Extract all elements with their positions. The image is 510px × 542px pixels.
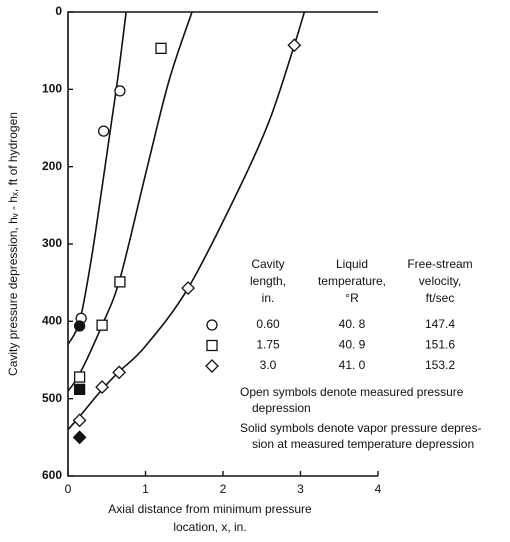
fit-curve xyxy=(67,11,306,431)
square-marker xyxy=(73,371,86,383)
legend-temperature: 40. 8 xyxy=(339,317,366,331)
annotation: Solid symbols denote vapor pressure depr… xyxy=(240,421,481,435)
circle-marker xyxy=(73,320,86,332)
y-tick-label: 600 xyxy=(42,468,62,482)
legend-velocity: 147.4 xyxy=(425,317,455,331)
legend-header: length, xyxy=(250,274,286,288)
annotation: Open symbols denote measured pressure xyxy=(240,385,464,399)
y-tick-label: 0 xyxy=(55,4,62,18)
square-marker xyxy=(155,42,167,54)
legend-velocity: 153.2 xyxy=(425,358,455,372)
x-tick-label: 3 xyxy=(297,482,304,496)
square-marker xyxy=(114,276,126,288)
x-tick-label: 0 xyxy=(65,482,72,496)
y-tick-label: 400 xyxy=(42,314,62,328)
legend-header: Free-stream xyxy=(407,257,472,271)
legend-header: °R xyxy=(345,291,359,305)
x-axis-label: Axial distance from minimum pressure xyxy=(108,502,312,516)
diamond-marker xyxy=(95,380,110,394)
legend-velocity: 151.6 xyxy=(425,338,455,352)
x-tick-label: 4 xyxy=(375,482,382,496)
legend-temperature: 41. 0 xyxy=(339,358,366,372)
y-tick-label: 200 xyxy=(42,159,62,173)
x-tick-label: 1 xyxy=(142,482,149,496)
axis-frame xyxy=(67,11,378,477)
circle-marker xyxy=(206,319,218,331)
legend-header: ft/sec xyxy=(426,291,455,305)
diamond-marker xyxy=(112,365,127,380)
legend-length: 3.0 xyxy=(260,358,277,372)
annotation: depression xyxy=(252,401,311,415)
square-marker xyxy=(96,319,108,331)
legend-length: 1.75 xyxy=(256,338,280,352)
diamond-marker xyxy=(72,430,87,445)
fit-curve xyxy=(67,11,193,392)
diamond-marker xyxy=(72,413,87,428)
y-axis-label: Cavity pressure depression, hᵥ - hₓ, ft … xyxy=(6,112,20,376)
square-marker xyxy=(206,339,218,352)
diamond-marker xyxy=(205,359,219,373)
y-tick-label: 100 xyxy=(42,82,62,96)
annotation: sion at measured temperature depression xyxy=(252,437,474,451)
circle-marker xyxy=(114,85,126,97)
legend-header: Cavity xyxy=(251,257,284,271)
fit-curve xyxy=(67,11,127,345)
legend-header: velocity, xyxy=(419,274,461,288)
legend-header: Liquid xyxy=(336,257,368,271)
legend-length: 0.60 xyxy=(256,317,280,331)
y-tick-label: 500 xyxy=(42,391,62,405)
legend-header: in. xyxy=(262,291,275,305)
legend-temperature: 40. 9 xyxy=(339,338,366,352)
x-tick-label: 2 xyxy=(220,482,227,496)
x-axis-label: location, x, in. xyxy=(173,520,246,534)
y-tick-label: 300 xyxy=(42,236,62,250)
diamond-marker xyxy=(181,281,196,295)
diamond-marker xyxy=(287,38,302,53)
square-marker xyxy=(73,383,86,396)
legend-header: temperature, xyxy=(318,274,386,288)
circle-marker xyxy=(98,125,110,137)
